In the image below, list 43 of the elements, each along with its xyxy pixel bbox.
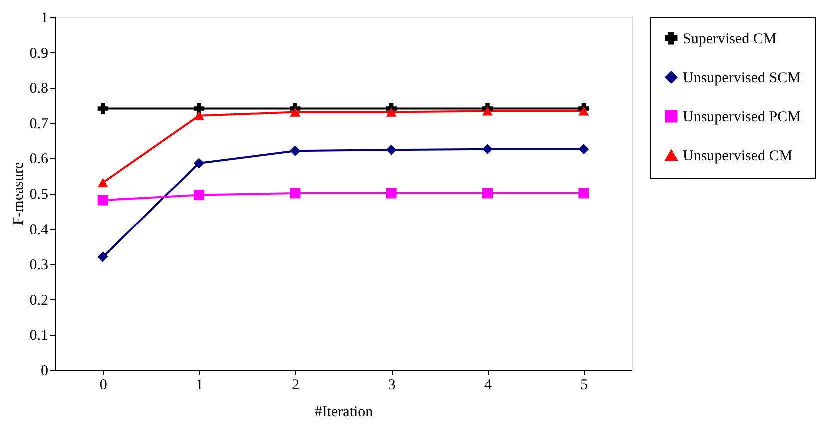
x-tick-label: 5	[580, 378, 588, 394]
y-tick-label: 1	[41, 10, 48, 26]
point	[290, 146, 301, 156]
y-tick-label: 0	[41, 364, 48, 380]
point	[98, 178, 108, 188]
point	[290, 188, 301, 199]
point	[482, 188, 493, 199]
point	[194, 158, 204, 169]
point	[194, 190, 204, 201]
y-tick-label: 0.5	[30, 187, 48, 203]
legend-label: Unsupervised CM	[683, 148, 793, 164]
point	[386, 108, 397, 117]
y-tick-label: 0.9	[30, 46, 48, 62]
point	[98, 252, 108, 262]
y-tick-label: 0.2	[30, 292, 48, 309]
point	[290, 108, 301, 117]
point	[578, 106, 590, 116]
point	[482, 144, 493, 155]
y-tick-label: 0.6	[30, 152, 49, 168]
y-tick-label: 0.8	[30, 81, 48, 98]
point	[578, 188, 590, 199]
y-axis-title: F-measure	[10, 162, 27, 226]
point	[386, 188, 397, 199]
y-tick-label: 0.4	[30, 222, 49, 238]
y-tick-label: 0.3	[30, 258, 48, 274]
point	[194, 111, 204, 120]
x-tick-label: 3	[388, 378, 396, 394]
point	[98, 104, 108, 114]
point	[578, 144, 590, 155]
x-tick-label: 2	[292, 378, 300, 394]
point	[482, 106, 493, 116]
y-tick-label: 0.7	[30, 116, 49, 132]
x-axis-title: #Iteration	[314, 404, 374, 420]
legend-label: Unsupervised SCM	[683, 70, 801, 86]
point	[98, 195, 108, 206]
y-tick-label: 0.1	[30, 328, 48, 344]
x-tick-label: 4	[484, 378, 492, 394]
legend-label: Unsupervised PCM	[683, 110, 801, 126]
point	[386, 144, 397, 156]
x-tick-label: 1	[196, 378, 204, 394]
legend-label: Supervised CM	[683, 32, 777, 48]
x-tick-label: 0	[100, 378, 108, 394]
point	[194, 104, 204, 114]
